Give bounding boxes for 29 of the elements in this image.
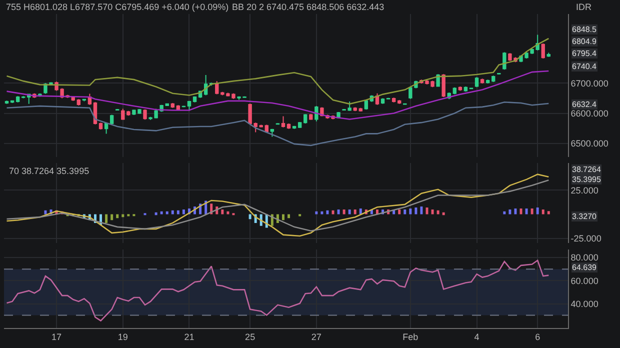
x-tick-label: 21 xyxy=(184,332,194,342)
text: 6795.4 xyxy=(572,49,598,58)
x-tick-label: 6 xyxy=(535,332,540,342)
y-tick-label: 6700.000 xyxy=(570,78,608,88)
text: 6632.4 xyxy=(572,100,598,109)
text: 755 H6801.028 L6787.570 C6795.469 +6.040 (+0.09%) xyxy=(6,2,229,12)
y-tick-label: 6600.000 xyxy=(570,108,608,118)
text: BB 20 2 6740.475 6848.506 6632.443 xyxy=(232,2,384,12)
y-tick-label: 80.000 xyxy=(570,252,598,263)
text: 35.3995 xyxy=(572,175,602,184)
y-tick-label: 60.000 xyxy=(570,276,598,286)
x-tick-label: 4 xyxy=(474,332,480,342)
x-tick-label: 19 xyxy=(118,332,128,342)
x-tick-label: Feb xyxy=(402,332,418,342)
text: 38.7264 xyxy=(572,165,602,174)
text: 6740.4 xyxy=(572,62,598,71)
x-tick-label: 17 xyxy=(52,332,62,342)
text: 64.639 xyxy=(572,263,598,272)
text: 6804.9 xyxy=(572,37,598,46)
x-tick-label: 27 xyxy=(311,332,322,342)
y-tick-label: -25.000 xyxy=(570,234,602,244)
text: IDR xyxy=(576,2,592,12)
text: 3.3270 xyxy=(572,212,598,221)
annotation: 70 38.7264 35.3995 xyxy=(9,166,90,176)
y-tick-label: 25.000 xyxy=(570,185,598,196)
text: 6848.5 xyxy=(572,25,598,34)
y-tick-label: 40.000 xyxy=(570,298,598,309)
x-tick-label: 25 xyxy=(245,332,256,342)
y-tick-label: 6500.000 xyxy=(570,138,608,148)
